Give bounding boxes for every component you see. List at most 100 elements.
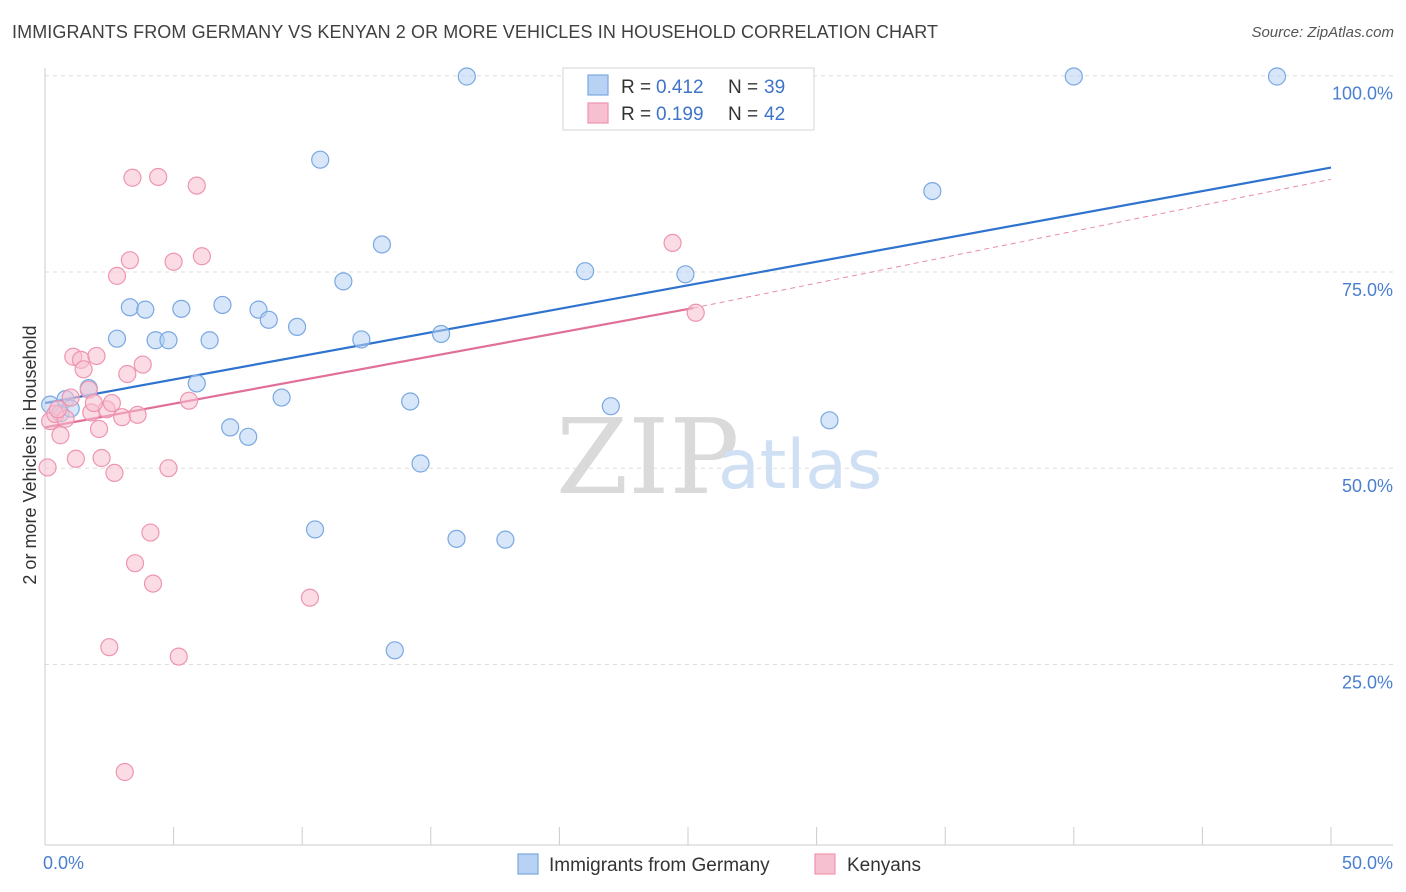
watermark-zip: ZIP	[556, 396, 739, 518]
kenyan-point	[149, 167, 168, 187]
source-label: Source: ZipAtlas.com	[1251, 24, 1394, 41]
kenyan-point	[169, 647, 188, 666]
germany-point	[287, 317, 307, 336]
germany-point	[136, 300, 155, 319]
bottom-legend-swatch-kenyan	[814, 853, 836, 875]
kenyan-point	[133, 355, 152, 374]
series-kenyan	[38, 167, 705, 782]
kenyan-point	[141, 523, 160, 542]
watermark-atlas: atlas	[718, 426, 882, 505]
germany-point	[923, 181, 942, 201]
legend-n-label-1: N =	[728, 77, 758, 98]
kenyan-point	[118, 364, 137, 384]
kenyan-point	[48, 400, 67, 419]
kenyan-point	[38, 458, 57, 477]
kenyan-point	[105, 463, 124, 483]
legend: R = 0.412 N = 39 R = 0.199 N = 42	[562, 67, 815, 131]
kenyan-point	[61, 388, 80, 407]
germany-point	[305, 520, 325, 539]
germany-point	[1267, 67, 1287, 86]
legend-r-label-2: R =	[621, 104, 651, 125]
trend-line-germany	[44, 166, 1332, 405]
y-axis-label: 2 or more Vehicles in Household	[20, 325, 40, 584]
kenyan-point	[179, 391, 199, 410]
trend-lines	[44, 166, 1332, 429]
kenyan-point	[143, 574, 163, 593]
bottom-legend-label-kenyan: Kenyans	[847, 855, 921, 876]
trend-line-kenyan	[44, 306, 694, 429]
germany-point	[352, 330, 371, 349]
series-germany	[41, 67, 1287, 660]
kenyan-point	[125, 554, 145, 573]
germany-point	[576, 262, 595, 281]
germany-point	[213, 295, 232, 315]
kenyan-point	[100, 638, 119, 657]
germany-point	[457, 67, 476, 86]
y-tick-label: 100.0%	[1332, 84, 1393, 104]
kenyan-point	[84, 393, 103, 413]
germany-point	[159, 331, 178, 350]
grid-lines	[45, 75, 1393, 665]
legend-n-label-2: N =	[728, 104, 758, 125]
kenyan-point	[115, 762, 134, 782]
kenyan-point	[89, 419, 109, 439]
x-tick-label: 0.0%	[43, 853, 84, 873]
kenyan-point	[92, 448, 111, 468]
chart-title: IMMIGRANTS FROM GERMANY VS KENYAN 2 OR M…	[12, 22, 939, 42]
bottom-legend-swatch-germany	[517, 853, 539, 875]
kenyan-point	[686, 303, 705, 322]
x-tick-label: 50.0%	[1342, 853, 1393, 873]
germany-point	[200, 331, 219, 350]
legend-r-label-1: R =	[621, 77, 651, 98]
germany-point	[239, 427, 258, 446]
germany-point	[496, 530, 515, 549]
germany-point	[221, 418, 240, 437]
germany-point	[1064, 67, 1083, 86]
germany-point	[820, 411, 839, 430]
kenyan-point	[107, 266, 127, 285]
germany-point	[401, 392, 420, 411]
tick-labels: 25.0% 50.0% 75.0% 100.0% 0.0% 50.0%	[43, 84, 1393, 873]
bottom-legend-label-germany: Immigrants from Germany	[549, 855, 770, 876]
axes	[44, 68, 1393, 846]
germany-point	[120, 298, 139, 317]
legend-swatch-kenyan	[587, 102, 609, 124]
kenyan-point	[120, 251, 139, 270]
y-tick-label: 50.0%	[1342, 476, 1393, 496]
germany-point	[272, 388, 291, 407]
kenyan-point	[164, 252, 183, 271]
legend-r-value-1: 0.412	[656, 77, 704, 98]
kenyan-point	[300, 588, 320, 607]
germany-point	[447, 529, 466, 548]
germany-point	[431, 324, 451, 344]
germany-point	[311, 150, 330, 169]
kenyan-point	[123, 168, 142, 187]
y-tick-label: 75.0%	[1342, 280, 1393, 300]
kenyan-point	[51, 426, 70, 445]
kenyan-point	[102, 393, 121, 413]
trend-line-kenyan-extension	[693, 178, 1332, 309]
germany-point	[259, 310, 278, 329]
kenyan-point	[192, 247, 211, 266]
bottom-legend: Immigrants from Germany Kenyans	[517, 853, 921, 876]
germany-point	[601, 397, 620, 416]
germany-point	[107, 329, 127, 348]
legend-swatch-germany	[587, 74, 609, 96]
legend-n-value-2: 42	[764, 104, 785, 125]
germany-point	[385, 641, 404, 660]
y-tick-label: 25.0%	[1342, 672, 1393, 692]
legend-r-value-2: 0.199	[656, 104, 704, 125]
kenyan-point	[66, 449, 85, 468]
germany-point	[372, 235, 392, 254]
kenyan-point	[87, 346, 106, 366]
legend-n-value-1: 39	[764, 77, 785, 98]
germany-point	[676, 265, 695, 284]
kenyan-point	[159, 459, 178, 478]
germany-point	[334, 272, 353, 291]
germany-point	[187, 374, 206, 393]
kenyan-point	[74, 360, 93, 379]
kenyan-point	[128, 405, 147, 424]
kenyan-point	[187, 176, 206, 195]
germany-point	[411, 454, 430, 473]
